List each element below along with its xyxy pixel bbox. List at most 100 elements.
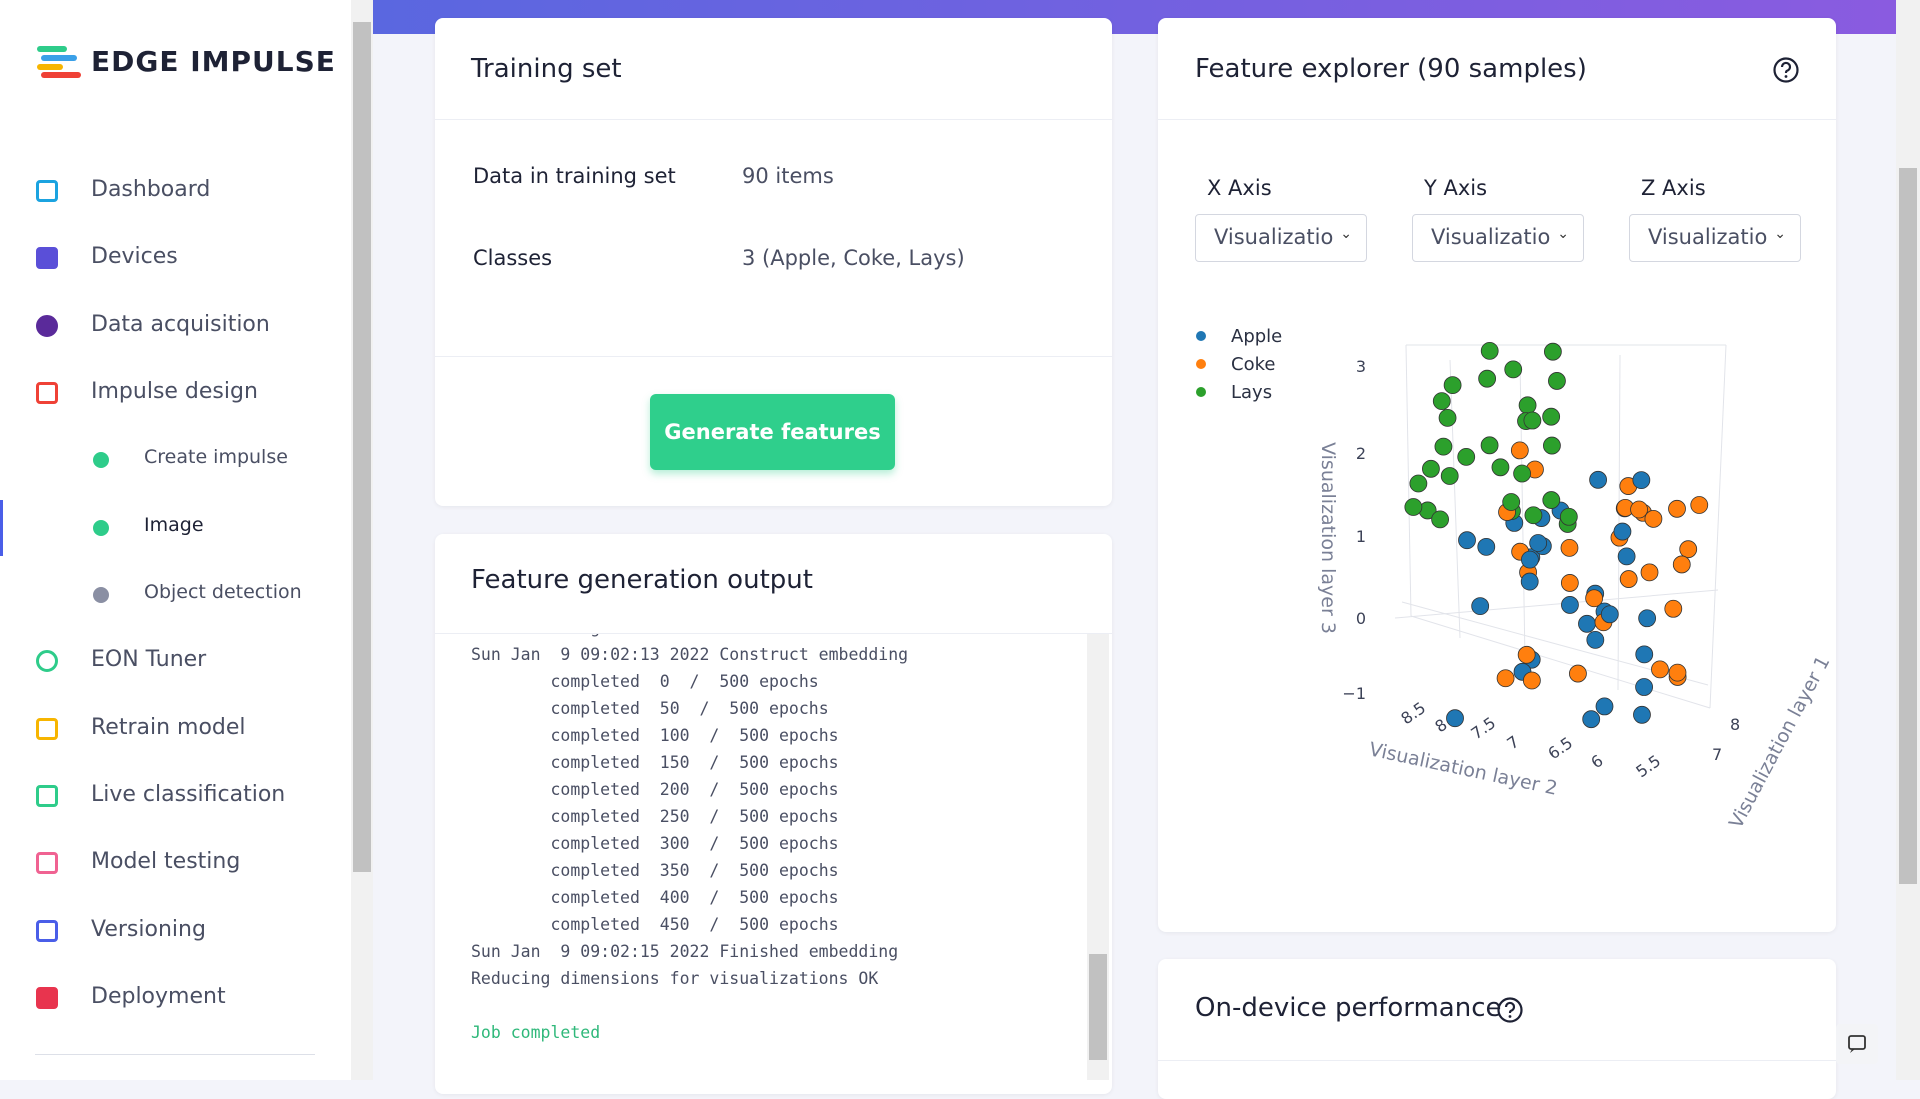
sample-point — [1690, 496, 1709, 514]
card-title: On-device performance — [1195, 993, 1502, 1023]
axis-select[interactable]: Visualizatio ⌄ — [1412, 214, 1584, 262]
sample-point — [1529, 534, 1548, 552]
axis-select[interactable]: Visualizatio ⌄ — [1195, 214, 1367, 262]
output-card: Feature generation output Still running.… — [435, 534, 1112, 1094]
sample-point — [1432, 392, 1451, 411]
legend-dot — [1196, 387, 1206, 397]
sample-point — [1496, 669, 1515, 688]
nav-icon — [36, 247, 58, 269]
legend-label: Lays — [1231, 382, 1272, 403]
divider — [435, 119, 1112, 120]
log-line: completed 300 / 500 epochs — [471, 834, 839, 853]
sample-point — [1582, 710, 1601, 729]
log-line: completed 150 / 500 epochs — [471, 753, 839, 772]
nav-item[interactable]: Live classification — [91, 782, 286, 807]
y-axis-title: Visualization layer 1 — [1725, 652, 1834, 832]
nav-item[interactable]: Deployment — [91, 984, 226, 1009]
sample-point — [1457, 447, 1476, 466]
help-icon[interactable] — [1496, 996, 1524, 1024]
sample-point — [1664, 599, 1683, 618]
legend-dot — [1196, 331, 1206, 341]
divider — [435, 356, 1112, 357]
nav-icon — [36, 718, 58, 740]
divider — [1158, 1060, 1836, 1061]
row-label: Classes — [473, 246, 553, 270]
sample-point — [1522, 671, 1541, 690]
nav-item[interactable]: Model testing — [91, 849, 241, 874]
nav-item[interactable]: Dashboard — [91, 177, 211, 202]
scroll-thumb[interactable] — [353, 22, 371, 872]
sample-point — [1589, 470, 1607, 489]
help-icon[interactable] — [1772, 56, 1800, 84]
x-tick-label: 7.5 — [1467, 713, 1499, 743]
scroll-thumb[interactable] — [1899, 168, 1917, 884]
sample-point — [1443, 376, 1462, 394]
sample-point — [1668, 499, 1686, 518]
x-tick-label: 7 — [1503, 732, 1522, 753]
sample-point — [1548, 372, 1566, 390]
sample-point — [1635, 645, 1654, 664]
brand: EDGE IMPULSE — [91, 45, 336, 78]
sample-point — [1480, 436, 1499, 455]
sidebar: EDGE IMPULSE Dashboard Devices Data acquis… — [0, 0, 351, 1080]
sample-point — [1542, 407, 1561, 426]
nav-dot — [93, 520, 109, 536]
sample-point — [1458, 531, 1476, 550]
sample-point — [1561, 596, 1579, 614]
nav-icon — [36, 650, 58, 672]
sample-point — [1635, 678, 1653, 696]
sample-point — [1672, 555, 1691, 574]
axis-label: Y Axis — [1424, 176, 1488, 200]
sidebar-divider — [35, 1054, 315, 1055]
nav-item[interactable]: Image — [144, 514, 204, 536]
card-title: Feature generation output — [471, 565, 813, 595]
nav-item[interactable]: Devices — [91, 244, 178, 269]
sample-point — [1578, 614, 1596, 633]
sample-point — [1560, 538, 1579, 557]
generate-button[interactable]: Generate features — [650, 394, 895, 470]
sample-point — [1510, 441, 1529, 460]
select-value: Visualizatio — [1214, 225, 1334, 249]
plot-grid-line — [1617, 354, 1621, 691]
x-tick-label: 8.5 — [1397, 698, 1429, 728]
sample-point — [1600, 605, 1619, 624]
log-scrollbar — [1087, 634, 1109, 1080]
training-card: Training set Data in training set 90 ite… — [435, 18, 1112, 506]
x-tick-label: 6.5 — [1544, 733, 1576, 763]
nav-icon — [36, 920, 58, 942]
nav-item[interactable]: Retrain model — [91, 715, 246, 740]
nav-icon — [36, 987, 58, 1009]
log-line: completed 50 / 500 epochs — [471, 699, 829, 718]
sample-point — [1559, 507, 1578, 526]
log-line: Reducing dimensions for visualizations O… — [471, 969, 879, 988]
sample-point — [1404, 498, 1423, 516]
log-line: completed 450 / 500 epochs — [471, 915, 839, 934]
nav-item[interactable]: Object detection — [144, 581, 302, 603]
explorer-card: Feature explorer (90 samples) Apple Coke L… — [1158, 18, 1836, 932]
nav-item[interactable]: EON Tuner — [91, 647, 207, 672]
nav-item[interactable]: Impulse design — [91, 379, 258, 404]
nav-item[interactable]: Versioning — [91, 917, 206, 942]
feedback-button[interactable] — [1836, 1024, 1878, 1064]
sample-point — [1480, 341, 1499, 360]
page-scrollbar — [1896, 0, 1920, 1080]
performance-card: On-device performance — [1158, 959, 1836, 1099]
sample-point — [1491, 458, 1510, 477]
sample-point — [1471, 597, 1490, 615]
nav-item[interactable]: Create impulse — [144, 446, 288, 468]
sample-point — [1518, 396, 1537, 415]
sample-point — [1478, 369, 1497, 388]
select-value: Visualizatio — [1431, 225, 1551, 249]
axis-select[interactable]: Visualizatio ⌄ — [1629, 214, 1801, 262]
nav-icon — [36, 315, 58, 337]
legend-label: Apple — [1231, 326, 1282, 347]
log-line: completed 400 / 500 epochs — [471, 888, 839, 907]
scroll-thumb[interactable] — [1089, 954, 1107, 1060]
nav-item[interactable]: Data acquisition — [91, 312, 270, 337]
plot-grid-line — [1401, 601, 1583, 652]
log-line: Sun Jan 9 09:02:15 2022 Finished embeddi… — [471, 942, 899, 961]
plot-grid-line — [1709, 344, 1727, 709]
sample-point — [1560, 574, 1579, 592]
